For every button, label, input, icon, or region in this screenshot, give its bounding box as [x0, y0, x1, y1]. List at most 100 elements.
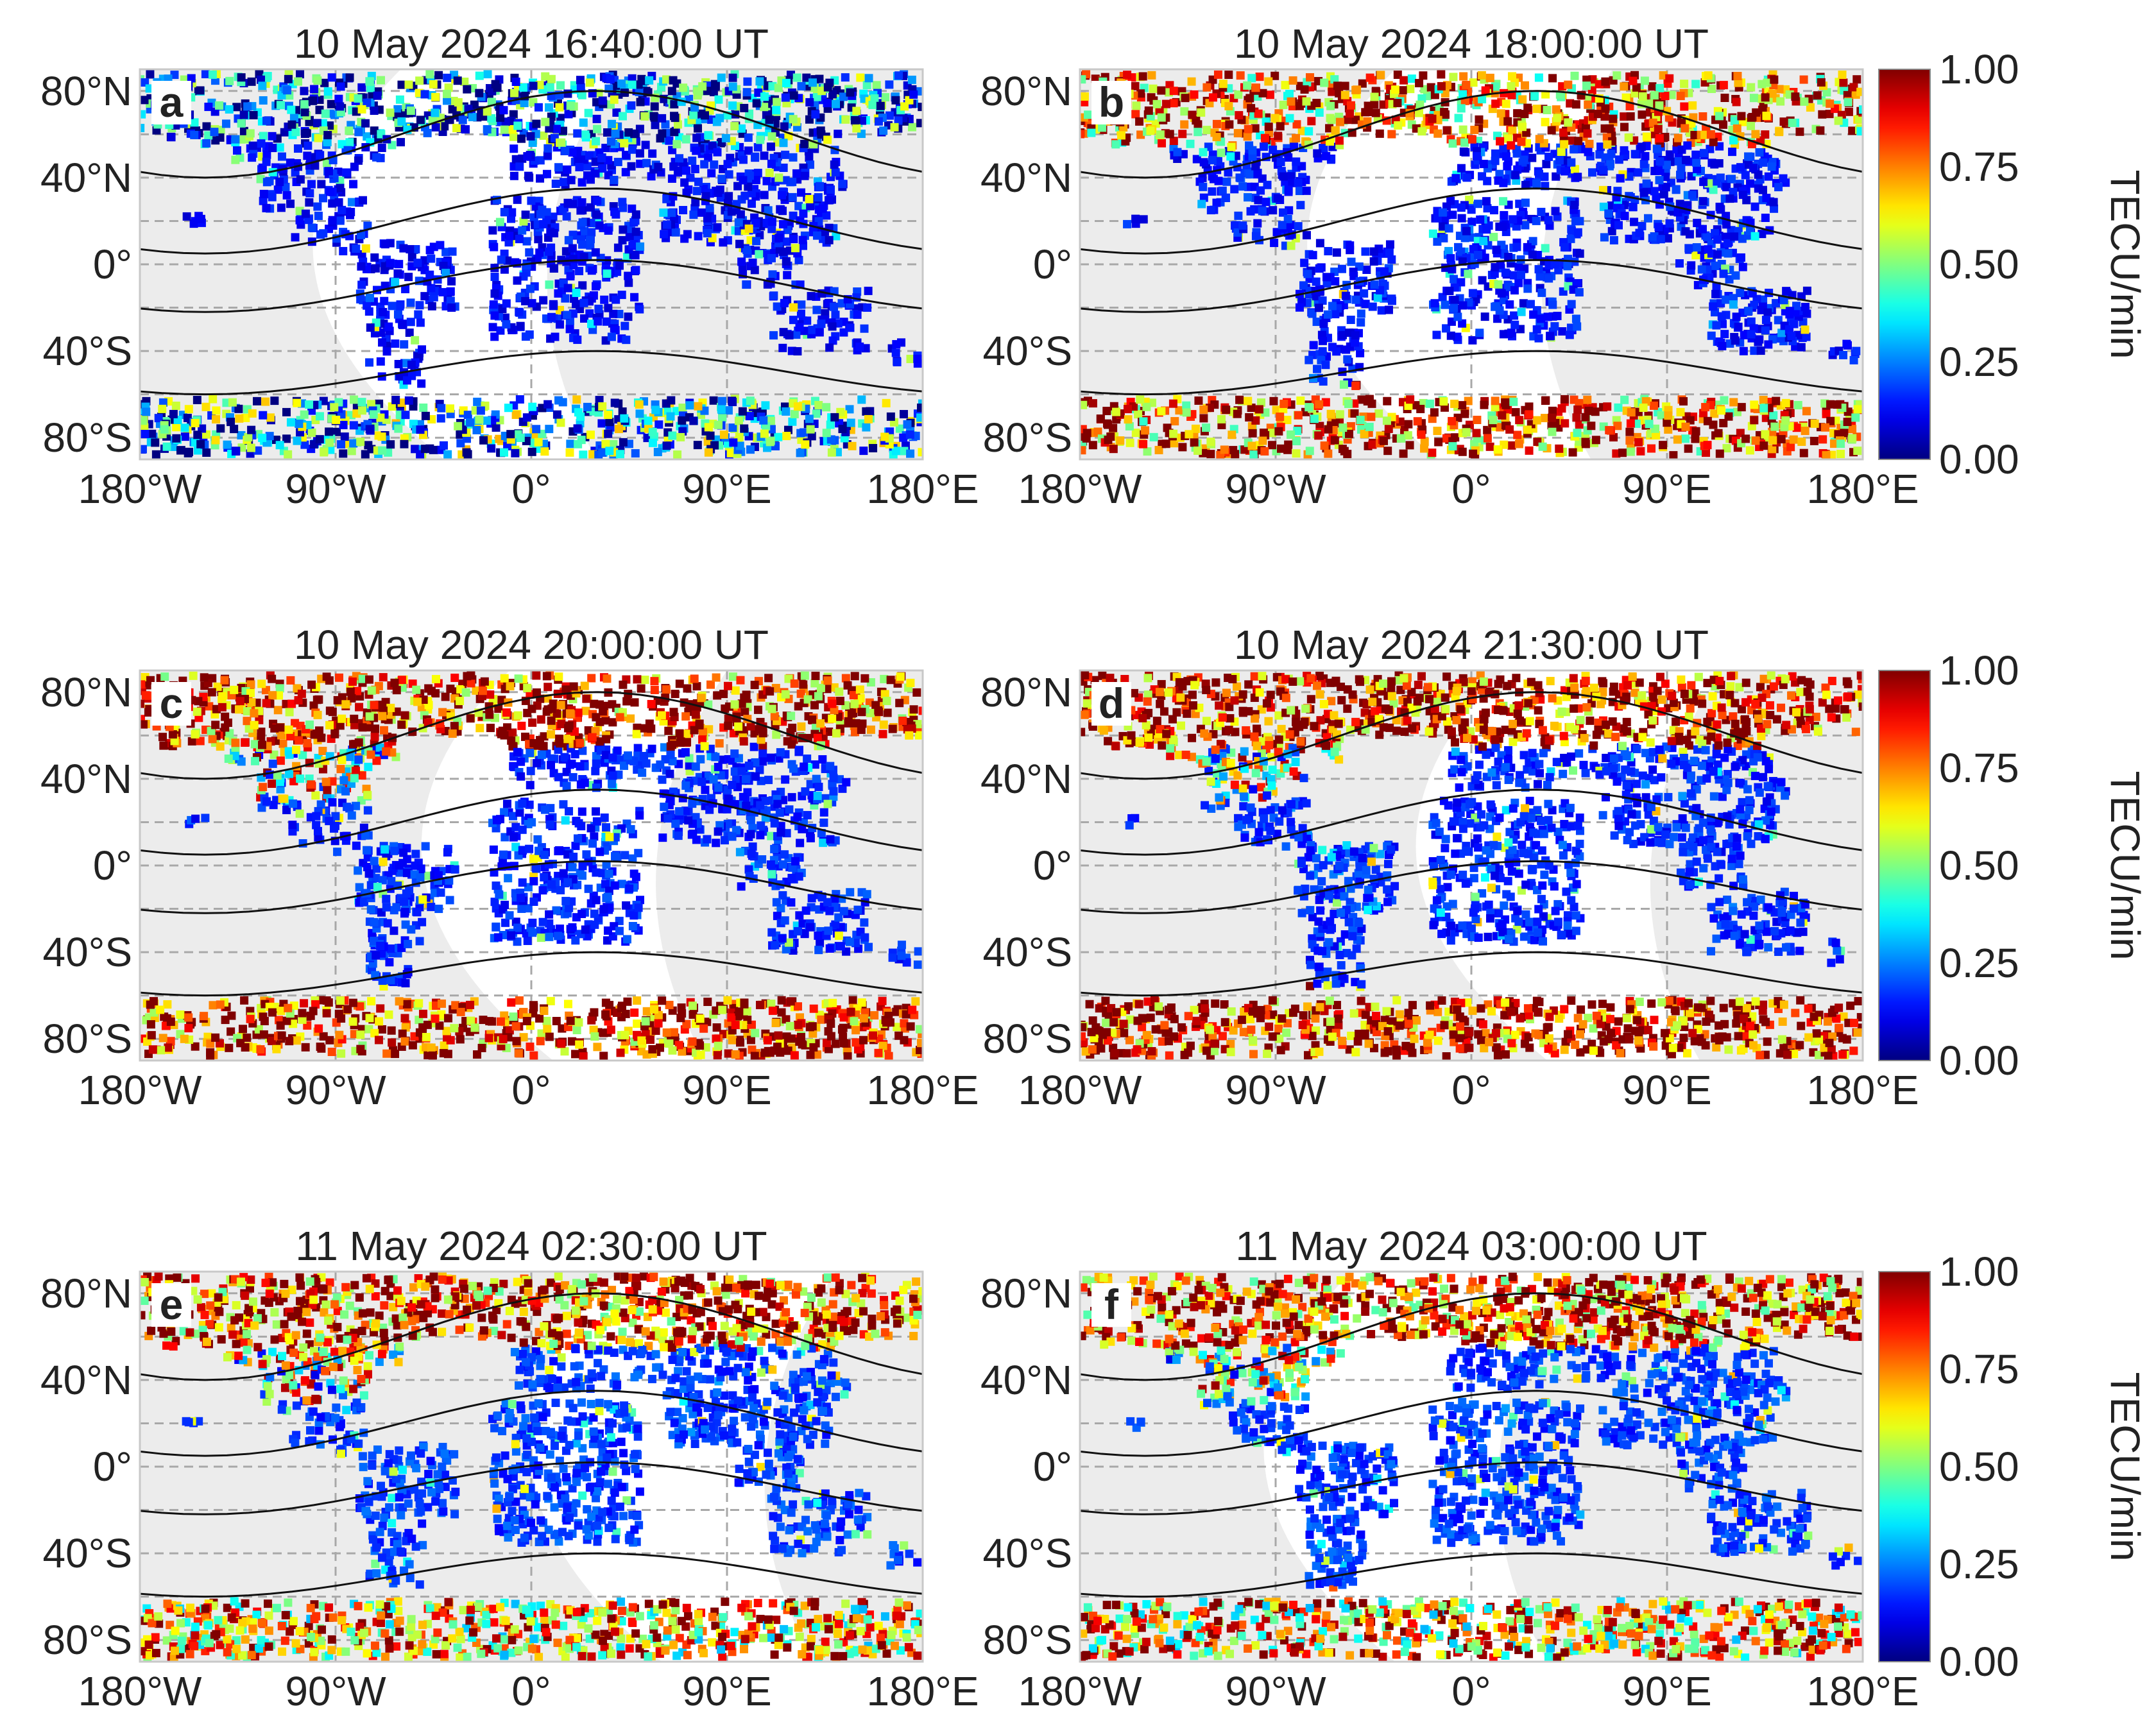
tec-point — [665, 136, 674, 145]
tec-point — [1109, 445, 1118, 454]
tec-point — [773, 302, 782, 311]
tec-point — [330, 403, 339, 412]
tec-point — [1485, 442, 1494, 451]
tec-point — [744, 224, 753, 233]
tec-point — [551, 332, 560, 341]
tec-point — [1197, 108, 1206, 117]
tec-point — [1141, 426, 1150, 435]
tec-point — [556, 114, 565, 123]
tec-point — [1470, 125, 1479, 134]
tec-point — [1287, 172, 1296, 181]
y-tick-label: 0° — [93, 241, 132, 287]
tec-point — [628, 80, 637, 89]
tec-point — [1375, 129, 1384, 138]
tec-point — [826, 185, 835, 194]
tec-point — [578, 240, 587, 249]
tec-point — [1848, 126, 1857, 135]
tec-point — [172, 423, 181, 432]
tec-point — [1448, 265, 1457, 274]
tec-point — [868, 101, 877, 110]
tec-point — [1356, 416, 1365, 425]
tec-point — [1440, 108, 1449, 117]
magnetic-latitude-line — [140, 187, 923, 255]
tec-point — [286, 418, 295, 427]
tec-point — [167, 133, 176, 142]
tec-point — [1677, 164, 1686, 173]
tec-point — [863, 303, 872, 312]
tec-point — [1518, 95, 1527, 104]
tec-point — [1495, 169, 1504, 178]
tec-point — [1573, 405, 1582, 414]
tec-point — [667, 209, 676, 217]
tec-point — [286, 200, 295, 209]
tec-point — [545, 103, 554, 112]
tec-point — [345, 126, 354, 135]
tec-point — [552, 124, 561, 133]
tec-point — [1259, 429, 1268, 438]
tec-point — [1365, 73, 1374, 82]
tec-point — [307, 428, 316, 437]
tec-point — [1212, 198, 1221, 207]
tec-point — [191, 418, 200, 427]
tec-point — [579, 298, 588, 307]
tec-point — [1620, 395, 1629, 404]
tec-point — [223, 440, 232, 449]
tec-point — [1364, 101, 1373, 110]
tec-point — [1575, 420, 1584, 429]
tec-point — [1169, 87, 1178, 96]
tec-point — [1244, 193, 1253, 202]
tec-point — [1318, 347, 1327, 356]
tec-point — [395, 95, 404, 104]
tec-point — [1297, 126, 1306, 135]
x-tick-label: 90°W — [285, 466, 386, 512]
tec-point — [1543, 106, 1552, 115]
tec-point — [845, 405, 854, 414]
tec-point — [793, 347, 802, 356]
tec-point — [1599, 202, 1608, 211]
tec-point — [874, 117, 883, 126]
tec-point — [1523, 284, 1532, 293]
tec-point — [1548, 413, 1557, 422]
tec-point — [492, 423, 501, 432]
tec-point — [880, 432, 889, 441]
tec-point — [364, 307, 373, 316]
tec-point — [562, 212, 571, 221]
tec-point — [1230, 185, 1239, 194]
tec-point — [800, 428, 809, 437]
tec-point — [628, 74, 637, 83]
tec-point — [1777, 328, 1786, 337]
tec-point — [1459, 301, 1467, 310]
tec-point — [1502, 99, 1510, 108]
tec-point — [283, 86, 292, 95]
tec-point — [527, 196, 536, 205]
tec-point — [1187, 77, 1196, 86]
tec-point — [1514, 278, 1523, 287]
tec-point — [504, 404, 513, 413]
tec-point — [1657, 411, 1666, 420]
tec-point — [1324, 246, 1333, 255]
tec-point — [1498, 411, 1507, 420]
tec-point — [262, 203, 271, 212]
tec-point — [1230, 221, 1239, 230]
tec-point — [1457, 214, 1466, 223]
tec-point — [1188, 110, 1197, 119]
tec-point — [769, 291, 778, 300]
tec-point — [140, 124, 145, 133]
tec-point — [694, 232, 703, 241]
tec-point — [1300, 85, 1309, 94]
tec-point — [1254, 405, 1263, 414]
tec-point — [1543, 312, 1552, 321]
tec-point — [557, 138, 566, 147]
tec-point — [521, 210, 530, 219]
tec-point — [357, 83, 366, 92]
tec-point — [1716, 406, 1725, 415]
tec-point — [321, 109, 330, 118]
tec-point — [391, 278, 400, 287]
tec-point — [1344, 399, 1353, 408]
tec-point — [438, 287, 447, 296]
tec-point — [624, 128, 633, 137]
tec-point — [828, 90, 837, 99]
tec-point — [296, 175, 305, 184]
tec-point — [1541, 244, 1550, 253]
